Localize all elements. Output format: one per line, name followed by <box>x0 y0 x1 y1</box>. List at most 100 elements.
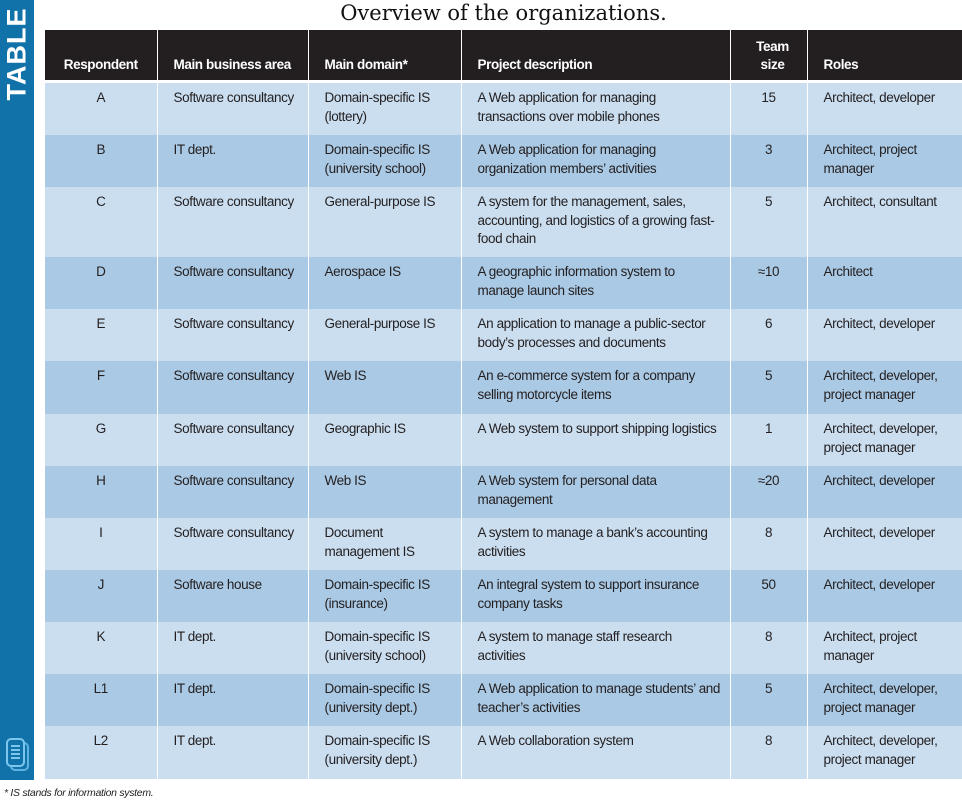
table-row: L1 IT dept. Domain-specific IS (university… <box>45 674 962 726</box>
table-cell: G <box>45 414 157 466</box>
table-cell: 8 <box>729 518 807 570</box>
table-cell: Web IS <box>307 361 461 414</box>
column-header: Respondent <box>45 30 157 80</box>
table-cell: Architect, developer <box>806 83 962 135</box>
table-cell: 5 <box>729 361 807 414</box>
table-cell: Architect, developer <box>806 309 962 361</box>
table-cell: 6 <box>729 309 807 361</box>
table-cell: I <box>45 518 157 570</box>
table-cell: A system to manage staff research activi… <box>460 622 730 674</box>
table-cell: 5 <box>729 187 807 257</box>
table-cell: IT dept. <box>156 726 308 779</box>
table-cell: Geographic IS <box>307 414 461 466</box>
table-cell: Domain-specific IS (university dept.) <box>307 674 461 726</box>
table-row: F Software consultancy Web IS An e-commerce… <box>45 361 962 414</box>
column-header: Roles <box>806 30 962 80</box>
spacer <box>45 80 962 83</box>
table-number-label: TABLE 1 <box>1 0 32 101</box>
table-cell: Architect, project manager <box>806 622 962 674</box>
table-cell: A system to manage a bank’s accounting a… <box>460 518 730 570</box>
table-cell: Software consultancy <box>156 187 308 257</box>
table-cell: IT dept. <box>156 674 308 726</box>
table-cell: Software consultancy <box>156 257 308 309</box>
table-cell: A geographic information system to manag… <box>460 257 730 309</box>
table-cell: 3 <box>729 135 807 187</box>
table-cell: 5 <box>729 674 807 726</box>
table-row: J Software house Domain-specific IS (insur… <box>45 570 962 622</box>
table-cell: 8 <box>729 726 807 779</box>
table-cell: Domain-specific IS (university school) <box>307 622 461 674</box>
table-cell: Domain-specific IS (university dept.) <box>307 726 461 779</box>
table-cell: 50 <box>729 570 807 622</box>
table-cell: Architect, developer, project manager <box>806 726 962 779</box>
table-cell: Software consultancy <box>156 361 308 414</box>
table-cell: L1 <box>45 674 157 726</box>
table-row: K IT dept. Domain-specific IS (university … <box>45 622 962 674</box>
document-icon <box>6 738 29 771</box>
footnote: * IS stands for information system. <box>4 787 154 799</box>
table-cell: D <box>45 257 157 309</box>
table-cell: Architect <box>806 257 962 309</box>
table-cell: Domain-specific IS (insurance) <box>307 570 461 622</box>
table-cell: A <box>45 83 157 135</box>
table-cell: J <box>45 570 157 622</box>
table-cell: Document management IS <box>307 518 461 570</box>
table-cell: ≈10 <box>729 257 807 309</box>
table-cell: Architect, consultant <box>806 187 962 257</box>
table-cell: A system for the management, sales, acco… <box>460 187 730 257</box>
table-row: C Software consultancy General-purpose IS A… <box>45 187 962 257</box>
table-cell: General-purpose IS <box>307 187 461 257</box>
table-cell: Domain-specific IS (lottery) <box>307 83 461 135</box>
table-cell: E <box>45 309 157 361</box>
column-header: Main domain* <box>307 30 461 80</box>
table-cell: Architect, developer, project manager <box>806 414 962 466</box>
table-cell: Aerospace IS <box>307 257 461 309</box>
table-cell: K <box>45 622 157 674</box>
table-cell: F <box>45 361 157 414</box>
table-cell: Software consultancy <box>156 309 308 361</box>
table-label-sidebar: TABLE 1 <box>0 0 34 780</box>
table-cell: A Web system for personal data managemen… <box>460 466 730 518</box>
table-cell: Domain-specific IS (university school) <box>307 135 461 187</box>
header-row: Respondent Main business area Main domain*… <box>45 30 962 80</box>
table-row: I Software consultancy Document management… <box>45 518 962 570</box>
table-cell: A Web collaboration system <box>460 726 730 779</box>
table-cell: A Web application for managing transacti… <box>460 83 730 135</box>
table-cell: C <box>45 187 157 257</box>
table-cell: A Web application for managing organizat… <box>460 135 730 187</box>
table-cell: L2 <box>45 726 157 779</box>
header-gap <box>45 80 962 83</box>
table-cell: Architect, developer <box>806 570 962 622</box>
table-cell: IT dept. <box>156 135 308 187</box>
table-row: B IT dept. Domain-specific IS (university … <box>45 135 962 187</box>
table-cell: Architect, developer, project manager <box>806 361 962 414</box>
column-header: Team size <box>729 30 807 80</box>
table-cell: 8 <box>729 622 807 674</box>
table-cell: A Web system to support shipping logisti… <box>460 414 730 466</box>
table-cell: 15 <box>729 83 807 135</box>
table-cell: General-purpose IS <box>307 309 461 361</box>
column-header: Main business area <box>156 30 308 80</box>
table-cell: ≈20 <box>729 466 807 518</box>
table-title: Overview of the organizations. <box>340 1 667 25</box>
table-cell: 1 <box>729 414 807 466</box>
table-row: H Software consultancy Web IS A Web system … <box>45 466 962 518</box>
table-cell: An e-commerce system for a company selli… <box>460 361 730 414</box>
table-cell: Software consultancy <box>156 414 308 466</box>
table-cell: Software house <box>156 570 308 622</box>
table-cell: Architect, developer, project manager <box>806 674 962 726</box>
table-cell: Architect, developer <box>806 518 962 570</box>
organizations-table: Respondent Main business area Main domain*… <box>45 30 962 779</box>
table-cell: B <box>45 135 157 187</box>
table-cell: Architect, developer <box>806 466 962 518</box>
table-row: E Software consultancy General-purpose IS A… <box>45 309 962 361</box>
table-cell: Architect, project manager <box>806 135 962 187</box>
table-cell: IT dept. <box>156 622 308 674</box>
table-cell: An integral system to support insurance … <box>460 570 730 622</box>
table-cell: Software consultancy <box>156 518 308 570</box>
table-cell: Web IS <box>307 466 461 518</box>
table-cell: Software consultancy <box>156 466 308 518</box>
table-cell: A Web application to manage students’ an… <box>460 674 730 726</box>
table-row: D Software consultancy Aerospace IS A geogr… <box>45 257 962 309</box>
table-row: A Software consultancy Domain-specific IS … <box>45 83 962 135</box>
